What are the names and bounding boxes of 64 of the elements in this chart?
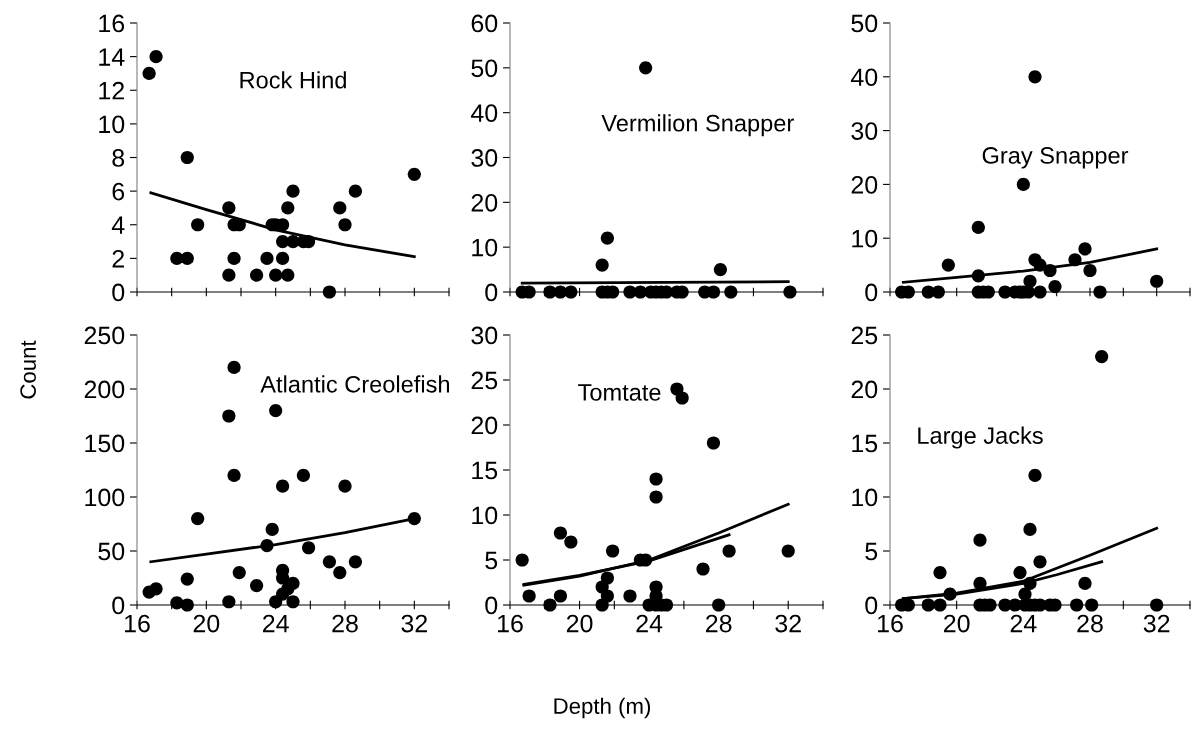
y-tick-label: 0 — [865, 283, 878, 302]
y-tick-label: 250 — [84, 326, 125, 345]
y-tick-label: 10 — [99, 115, 125, 134]
x-tick-label: 20 — [193, 614, 220, 633]
x-tick-label: 24 — [636, 614, 663, 633]
x-tick-label: 16 — [125, 614, 150, 633]
x-tick-label: 32 — [1143, 614, 1170, 633]
y-tick-label: 100 — [85, 488, 125, 507]
y-tick-label: 25 — [851, 326, 878, 345]
y-tick-label: 14 — [99, 48, 125, 66]
y-tick-label: 6 — [112, 182, 125, 201]
y-tick-label: 10 — [472, 238, 498, 257]
x-axis-title: Depth (m) — [554, 697, 651, 719]
x-tick-label: 24 — [1010, 614, 1037, 633]
y-tick-label: 0 — [865, 596, 878, 615]
y-tick-label: 50 — [851, 14, 878, 33]
y-tick-label: 5 — [485, 551, 498, 570]
y-tick-label: 40 — [470, 104, 498, 122]
y-tick-label: 5 — [865, 542, 878, 561]
x-tick-label: 28 — [332, 614, 358, 633]
y-tick-label: 8 — [112, 149, 125, 167]
x-tick-label: 20 — [566, 614, 593, 633]
y-tick-label: 0 — [112, 283, 125, 302]
y-tick-label: 50 — [98, 542, 125, 561]
y-tick-label: 20 — [851, 176, 878, 194]
y-tick-label: 0 — [485, 283, 498, 302]
y-tick-label: 20 — [851, 380, 878, 399]
annotation: Large Jacks — [918, 426, 1043, 449]
y-tick-label: 4 — [111, 216, 125, 234]
y-tick-label: 15 — [472, 461, 498, 480]
x-tick-label: 32 — [775, 614, 801, 633]
y-tick-label: 60 — [471, 14, 498, 33]
y-tick-label: 30 — [851, 122, 878, 140]
x-tick-label: 24 — [263, 614, 289, 633]
y-tick-label: 20 — [471, 416, 498, 435]
y-tick-label: 200 — [84, 380, 125, 399]
y-tick-label: 30 — [471, 326, 498, 345]
annotation: Atlantic Creolefish — [260, 375, 450, 393]
y-tick-label: 10 — [852, 488, 878, 507]
y-tick-label: 12 — [99, 81, 124, 100]
y-tick-label: 40 — [850, 68, 878, 87]
x-tick-label: 20 — [944, 614, 970, 633]
annotation: Tomtate — [578, 384, 661, 401]
annotation: Gray Snapper — [982, 147, 1129, 169]
y-tick-label: 30 — [471, 149, 498, 167]
y-tick-label: 0 — [112, 596, 125, 615]
x-tick-label: 16 — [498, 614, 523, 633]
y-tick-label: 2 — [112, 249, 124, 268]
y-tick-label: 150 — [85, 434, 125, 453]
y-tick-label: 25 — [471, 371, 498, 390]
x-tick-label: 32 — [401, 614, 427, 633]
x-tick-label: 16 — [878, 614, 903, 633]
x-tick-label: 28 — [706, 614, 732, 633]
y-tick-label: 20 — [471, 193, 498, 212]
y-tick-label: 10 — [852, 229, 878, 248]
y-tick-label: 0 — [485, 596, 498, 615]
y-tick-label: 15 — [852, 434, 878, 453]
x-tick-label: 28 — [1077, 614, 1103, 633]
annotation: Vermilion Snapper — [601, 114, 794, 137]
y-axis-title: Count — [20, 340, 36, 399]
y-tick-label: 16 — [99, 14, 125, 33]
annotation: Rock Hind — [240, 71, 346, 89]
y-tick-label: 50 — [471, 59, 498, 78]
y-tick-label: 10 — [472, 506, 498, 525]
